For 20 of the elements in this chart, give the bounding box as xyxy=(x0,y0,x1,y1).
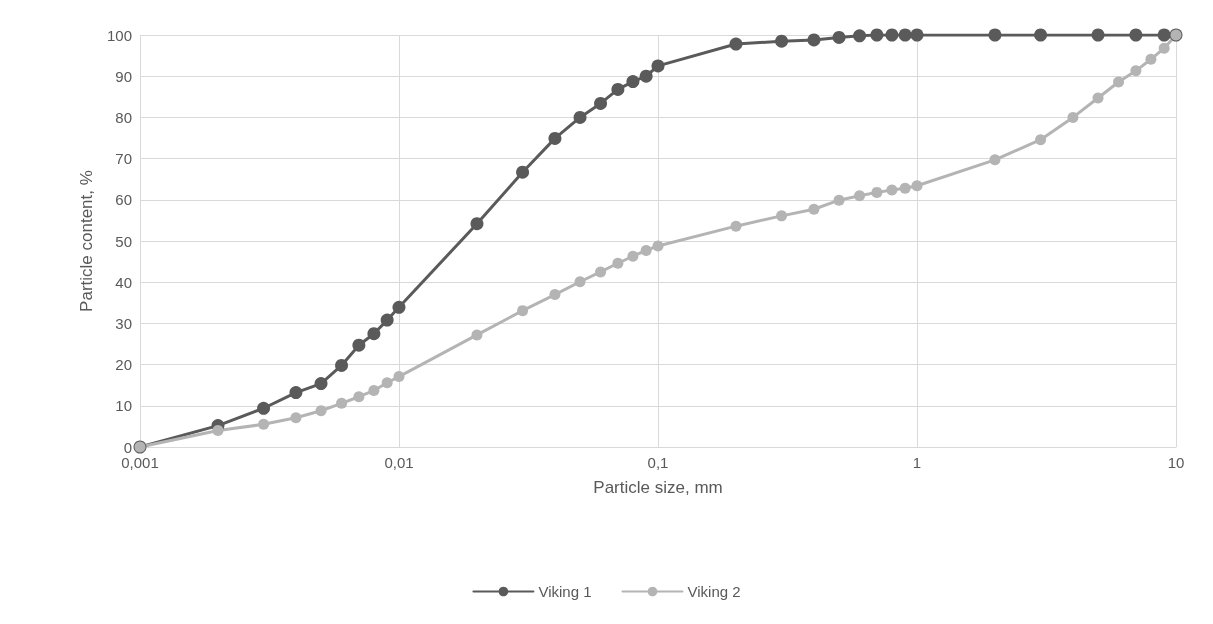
y-tick-label: 50 xyxy=(115,232,132,250)
y-tick-label: 70 xyxy=(115,150,132,168)
x-tick-label: 0,01 xyxy=(384,454,414,471)
y-tick-label: 80 xyxy=(115,108,132,126)
y-tick-label: 0 xyxy=(123,438,132,456)
y-tick-label: 10 xyxy=(115,397,132,415)
y-tick-label: 90 xyxy=(115,67,132,85)
legend-label: Viking 1 xyxy=(538,583,592,600)
x-tick-label: 0,001 xyxy=(121,454,159,471)
y-tick-label: 40 xyxy=(115,273,132,291)
x-tick-label: 0,1 xyxy=(647,454,669,471)
x-tick-label: 1 xyxy=(912,454,922,471)
y-tick-label: 100 xyxy=(106,26,132,44)
x-tick-label: 10 xyxy=(1167,454,1185,471)
x-axis-title: Particle size, mm xyxy=(593,478,723,497)
legend-label: Viking 2 xyxy=(687,583,741,600)
y-tick-label: 20 xyxy=(115,356,132,374)
y-tick-label: 60 xyxy=(115,191,132,209)
y-axis-title: Particle content, % xyxy=(77,170,96,312)
y-tick-label: 30 xyxy=(115,314,132,332)
